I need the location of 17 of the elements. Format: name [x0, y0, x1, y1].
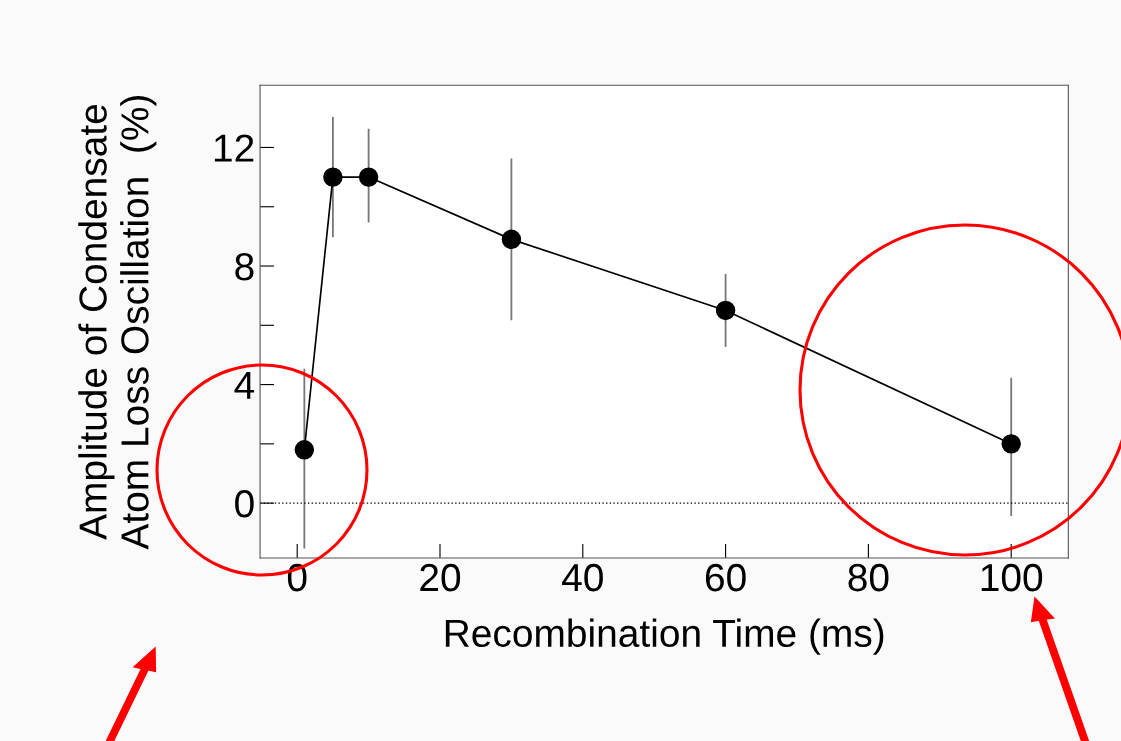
x-axis-title: Recombination Time (ms) [445, 618, 884, 655]
point [358, 167, 379, 187]
x-tick-label: 20 [420, 563, 461, 592]
point [501, 229, 522, 250]
y-tick-label: 12 [214, 134, 254, 162]
y-tick-label: 4 [234, 371, 255, 399]
x-tick-label: 60 [705, 563, 746, 592]
point [715, 300, 736, 321]
y-tick-label: 0 [235, 490, 254, 518]
y-axis-title: Amplitude of Condensate Atom Loss Oscillation (%) [78, 96, 157, 550]
point [1001, 434, 1021, 454]
point [294, 440, 315, 460]
x-tick-label: 80 [848, 563, 889, 592]
point [323, 167, 343, 187]
y-tick-label: 8 [235, 252, 254, 281]
x-tick-label: 40 [562, 563, 603, 592]
x-tick-label: 100 [981, 563, 1043, 592]
